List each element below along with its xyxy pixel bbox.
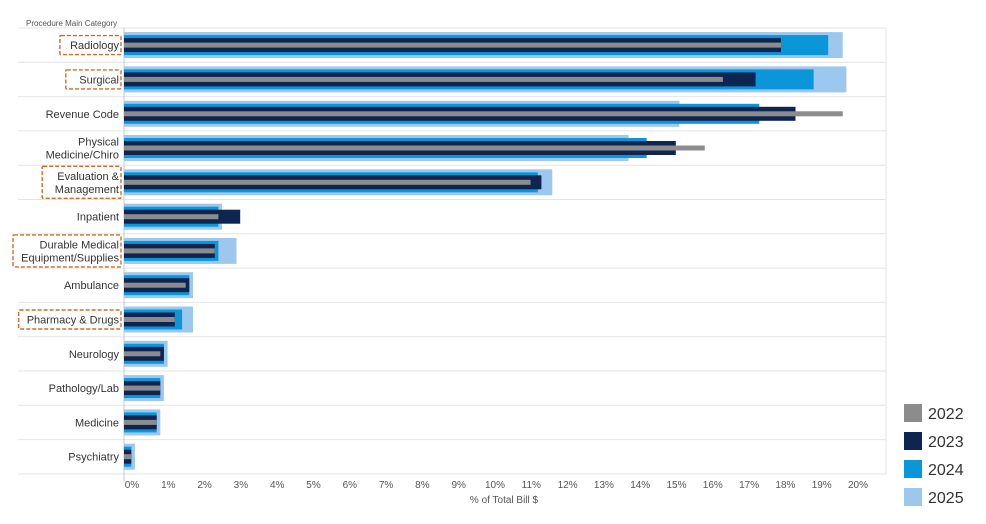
x-tick-label: 11% [522,480,541,491]
category-label: Medicine [75,417,119,429]
category-label: Psychiatry [68,452,119,464]
bar-2022 [124,419,157,425]
category-label: Durable Medical [40,239,119,251]
x-tick-label: 16% [703,480,723,491]
category-label: Pathology/Lab [49,383,119,395]
x-tick-label: 19% [812,480,832,491]
category-label: Revenue Code [46,109,119,121]
highlight-box [12,234,122,268]
x-tick-label: 10% [485,480,505,491]
bar-2022 [124,248,215,254]
bar-2022 [124,282,186,288]
x-tick-label: 4% [270,480,285,491]
row-header: Procedure Main Category [26,19,117,28]
x-tick-label: 14% [630,480,650,491]
x-tick-label: 20% [848,480,868,491]
x-tick-label: 5% [306,480,321,491]
legend-swatch-2025 [904,488,922,506]
x-tick-label: 6% [343,480,358,491]
x-tick-label: 0% [125,480,140,491]
legend-swatch-2023 [904,432,922,450]
x-tick-label: 18% [775,480,795,491]
category-label: Radiology [70,40,119,52]
legend: 2022 2023 2024 2025 [904,404,964,507]
category-label: Medicine/Chiro [46,150,119,162]
legend-label-2022: 2022 [928,406,964,423]
bar-2022 [124,214,219,220]
bar-2022 [124,42,781,48]
bar-2022 [124,145,705,151]
highlight-box [41,165,122,200]
category-label: Management [55,184,119,196]
x-tick-label: 9% [451,480,466,491]
x-tick-label: 1% [161,480,176,491]
x-tick-label: 2% [197,480,212,491]
legend-label-2023: 2023 [928,434,964,451]
bar-2022 [124,351,161,357]
x-tick-label: 8% [415,480,430,491]
x-tick-label: 3% [234,480,249,491]
x-tick-label: 7% [379,480,394,491]
bar-2022 [124,317,175,322]
legend-label-2024: 2024 [928,462,964,479]
legend-swatch-2024 [904,460,922,478]
highlight-box [59,34,122,56]
x-tick-labels: 0% 1% 2% 3% 4% 5% 6% 7% 8% 9% 10% 11% 12% 13% 14% 15% 16… [125,480,868,491]
x-tick-label: 17% [739,480,759,491]
category-label: Evaluation & [57,171,119,183]
x-tick-label: 13% [594,480,614,491]
category-label: Inpatient [77,212,119,224]
category-label: Surgical [79,74,119,86]
bar-2022 [124,385,161,391]
grid [18,27,887,482]
bar-2022 [124,454,132,460]
bar-2022 [124,111,843,117]
bar-2022 [124,179,531,185]
highlight-box [17,309,122,330]
category-label: Equipment/Supplies [21,252,119,264]
bar-2022 [124,76,723,82]
category-label: Pharmacy & Drugs [27,315,120,327]
x-axis-label: % of Total Bill $ [470,495,539,506]
x-tick-label: 12% [558,480,578,491]
category-label: Ambulance [64,280,119,292]
bars [124,32,847,470]
legend-swatch-2022 [904,404,922,422]
highlight-box [65,69,122,90]
legend-label-2025: 2025 [928,490,964,507]
x-tick-label: 15% [666,480,686,491]
category-label: Physical [78,137,119,149]
category-label: Neurology [69,349,120,361]
